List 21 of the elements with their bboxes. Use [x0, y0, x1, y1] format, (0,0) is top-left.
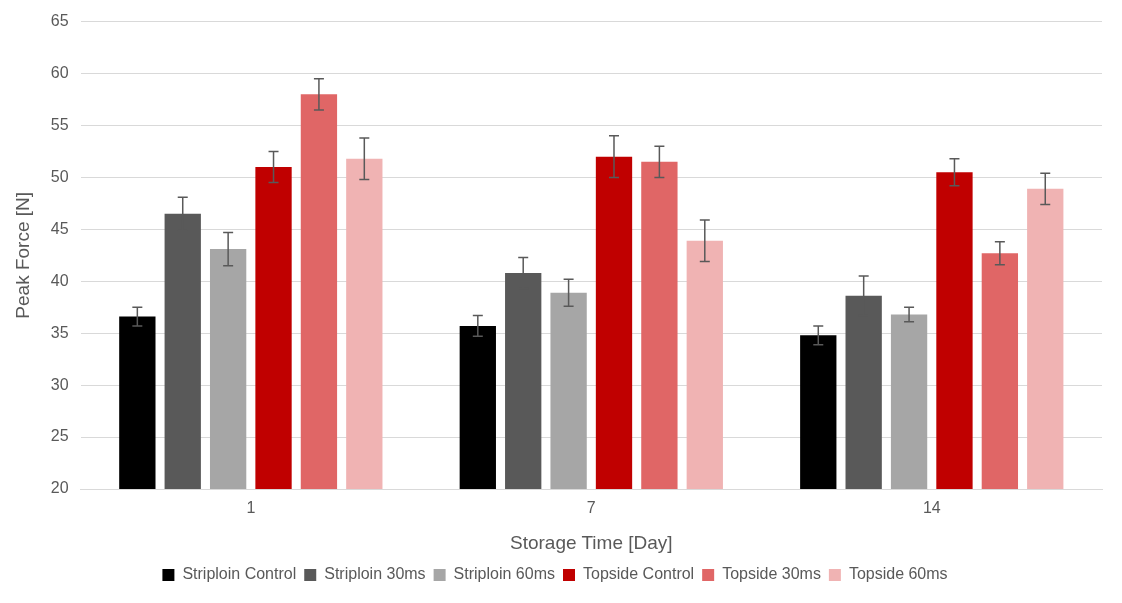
legend-label: Topside 60ms [848, 565, 948, 583]
y-tick-label: 30 [50, 375, 69, 393]
legend-label: Striploin Control [182, 565, 297, 583]
legend-label: Striploin 30ms [324, 565, 426, 583]
y-tick-label: 60 [50, 63, 69, 81]
y-tick-label: 65 [50, 12, 69, 30]
x-tick-label: 1 [246, 499, 256, 517]
y-tick-label: 25 [50, 427, 69, 445]
x-tick-label: 14 [922, 499, 941, 517]
y-tick-label: 55 [50, 115, 69, 133]
y-tick-label: 45 [50, 219, 69, 237]
legend-label: Topside Control [582, 565, 695, 583]
legend-label: Striploin 60ms [453, 565, 555, 583]
x-tick-label: 7 [586, 499, 596, 517]
y-tick-label: 20 [50, 479, 69, 497]
y-tick-label: 40 [50, 271, 69, 289]
y-tick-label: 50 [50, 167, 69, 185]
x-axis-title: Storage Time [Day] [509, 531, 673, 553]
y-tick-label: 35 [50, 323, 69, 341]
legend-label: Topside 30ms [722, 565, 821, 583]
y-axis-title: Peak Force [N] [11, 191, 33, 319]
